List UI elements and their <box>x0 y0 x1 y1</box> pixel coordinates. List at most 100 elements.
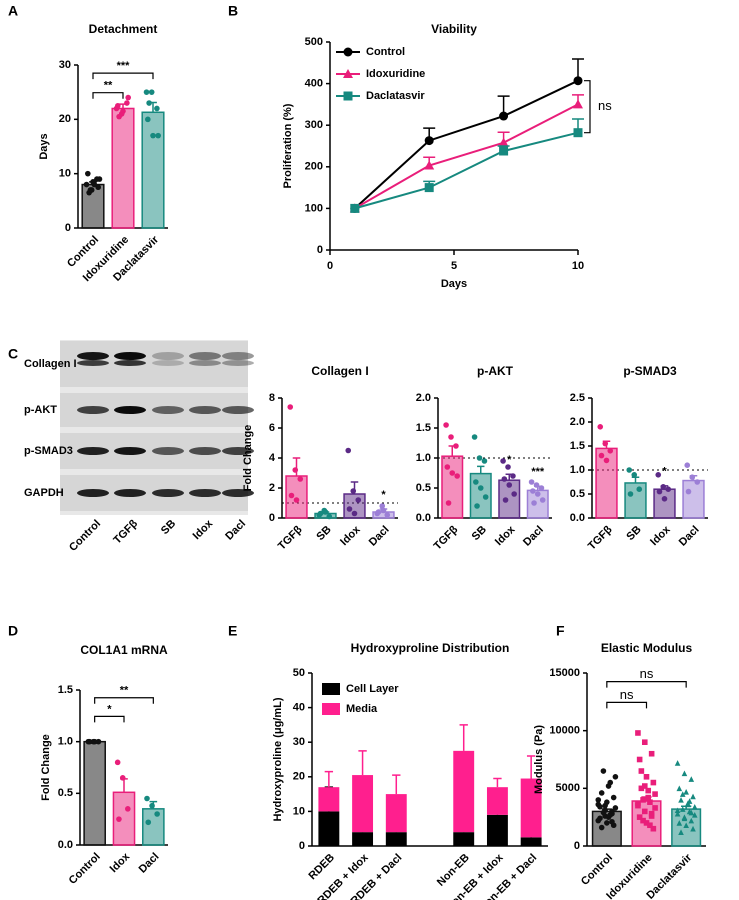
chart-title: Viability <box>431 22 477 36</box>
blot-row-label: p-SMAD3 <box>24 445 73 457</box>
blot-band <box>222 489 254 497</box>
data-point <box>143 89 150 95</box>
data-point <box>154 811 160 817</box>
data-point <box>449 470 456 476</box>
blot-band <box>77 352 109 360</box>
data-point <box>510 473 516 479</box>
data-point <box>350 488 357 494</box>
data-point <box>144 795 150 802</box>
data-point <box>650 779 657 786</box>
marker <box>499 111 509 121</box>
y-tick-label: 1.0 <box>416 452 431 464</box>
error-bar <box>459 724 468 751</box>
y-tick-label: 0 <box>574 840 580 852</box>
y-tick-label: 20 <box>59 113 71 125</box>
y-tick-label: 0.0 <box>58 839 73 851</box>
bar-segment <box>318 811 340 846</box>
data-point <box>648 813 655 819</box>
data-point <box>645 787 652 794</box>
blot-band <box>152 447 184 455</box>
chart-title: Detachment <box>89 22 158 36</box>
data-point <box>155 132 161 139</box>
bar-segment <box>352 832 374 846</box>
data-point <box>288 492 295 499</box>
data-point <box>454 473 460 479</box>
chart-title: Elastic Modulus <box>601 641 693 655</box>
data-point <box>665 486 672 493</box>
significance-bracket <box>94 715 125 723</box>
data-point <box>477 485 484 491</box>
y-tick-label: 8 <box>269 392 275 404</box>
data-point <box>375 509 382 515</box>
data-point <box>511 491 517 497</box>
data-point <box>534 491 541 497</box>
data-point <box>115 102 121 109</box>
bar-segment <box>318 787 340 812</box>
data-point <box>351 510 358 517</box>
data-point <box>322 509 329 515</box>
data-point <box>641 783 648 789</box>
data-point <box>445 500 452 506</box>
legend-marker <box>343 91 353 101</box>
data-point <box>655 472 662 478</box>
significance-bracket <box>92 72 154 80</box>
x-tick-label: RDEB <box>307 852 338 883</box>
chart-title: COL1A1 mRNA <box>80 643 168 657</box>
y-tick-label: 5000 <box>556 782 580 794</box>
blot-band <box>222 352 254 360</box>
data-point <box>674 760 681 766</box>
data-point <box>641 739 648 745</box>
data-point <box>380 507 387 514</box>
blot-lane-label: SB <box>159 518 178 537</box>
data-point <box>598 452 605 459</box>
data-point <box>684 462 691 469</box>
data-point <box>635 800 641 807</box>
significance-label: * <box>107 703 112 715</box>
chart-title: p-AKT <box>477 364 514 378</box>
bar <box>142 808 165 846</box>
data-point <box>604 820 610 826</box>
data-point <box>528 479 535 485</box>
chart-title: Collagen I <box>311 364 368 378</box>
data-point <box>650 825 657 832</box>
x-tick-label: Idox <box>338 523 363 548</box>
y-tick-label: 1.5 <box>416 422 431 434</box>
y-axis-label: Hydroxyproline (μg/mL) <box>272 697 284 821</box>
series-line <box>354 79 579 210</box>
significance-label: ** <box>104 80 113 92</box>
error-bar <box>526 755 536 779</box>
x-tick-label: SB <box>470 524 489 543</box>
bar-segment <box>520 778 542 838</box>
data-point <box>683 822 689 829</box>
data-point <box>600 809 607 816</box>
data-point <box>453 443 459 449</box>
marker <box>350 203 360 213</box>
x-tick-label: TGFβ <box>276 523 305 552</box>
significance-bracket <box>584 80 591 134</box>
y-axis-label: Days <box>38 133 50 159</box>
data-point <box>476 455 483 461</box>
bar-segment <box>520 837 542 846</box>
blot-band <box>189 360 221 366</box>
data-point <box>679 806 686 812</box>
data-point <box>481 458 488 464</box>
y-tick-label: 200 <box>305 161 323 173</box>
data-point <box>679 791 686 797</box>
data-point <box>597 424 604 430</box>
error-bar <box>292 457 301 476</box>
data-point <box>597 815 603 822</box>
data-point <box>345 447 352 454</box>
data-point <box>688 776 695 782</box>
y-tick-label: 4 <box>269 452 276 464</box>
data-point <box>652 791 658 797</box>
panel-letter: A <box>8 3 18 19</box>
data-point <box>124 100 130 106</box>
y-tick-label: 10000 <box>549 725 580 737</box>
data-point <box>676 820 683 826</box>
significance-bracket <box>92 92 124 99</box>
x-tick-label: Dacl <box>521 524 546 549</box>
error-bar <box>358 750 367 776</box>
x-tick-label: SB <box>314 524 333 543</box>
data-point <box>689 474 696 481</box>
data-point <box>297 476 304 482</box>
